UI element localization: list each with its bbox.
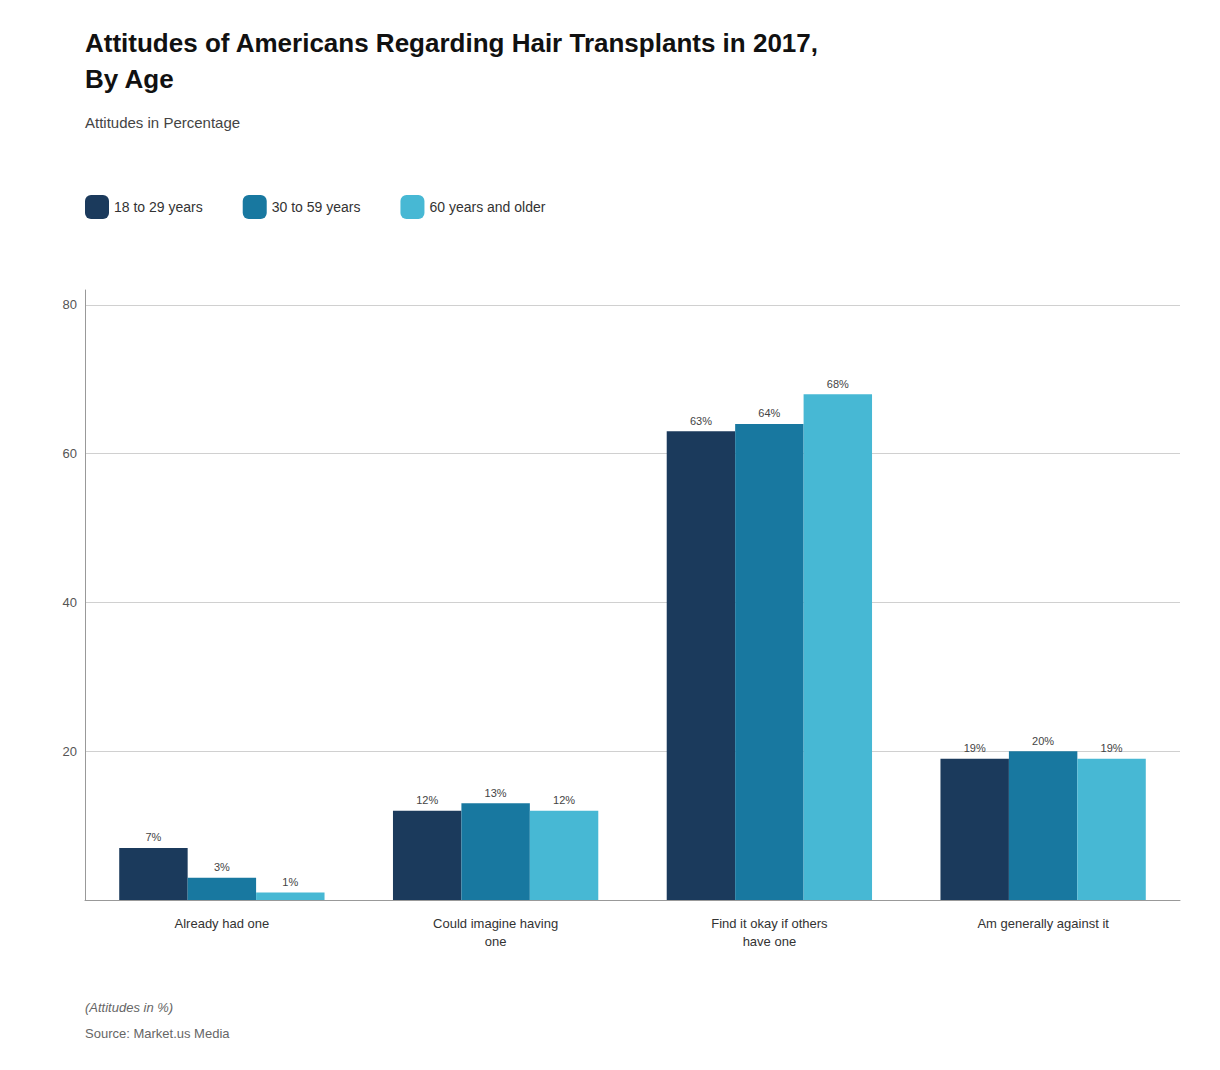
svg-text:have one: have one bbox=[743, 934, 797, 949]
svg-text:60 years and older: 60 years and older bbox=[429, 199, 545, 215]
svg-text:Could imagine having: Could imagine having bbox=[433, 916, 558, 931]
svg-text:68%: 68% bbox=[827, 378, 849, 390]
svg-text:19%: 19% bbox=[964, 742, 986, 754]
svg-text:By Age: By Age bbox=[85, 64, 174, 94]
svg-text:60: 60 bbox=[63, 446, 77, 461]
svg-text:Source: Market.us Media: Source: Market.us Media bbox=[85, 1026, 230, 1041]
svg-text:12%: 12% bbox=[416, 794, 438, 806]
svg-text:Attitudes of Americans Regardi: Attitudes of Americans Regarding Hair Tr… bbox=[85, 28, 818, 58]
svg-text:63%: 63% bbox=[690, 415, 712, 427]
svg-text:one: one bbox=[485, 934, 507, 949]
svg-text:7%: 7% bbox=[145, 831, 161, 843]
svg-text:Already had one: Already had one bbox=[175, 916, 270, 931]
svg-text:13%: 13% bbox=[485, 787, 507, 799]
svg-text:20: 20 bbox=[63, 744, 77, 759]
svg-text:18 to 29 years: 18 to 29 years bbox=[114, 199, 203, 215]
svg-text:Find it okay if others: Find it okay if others bbox=[711, 916, 828, 931]
svg-text:3%: 3% bbox=[214, 861, 230, 873]
svg-text:20%: 20% bbox=[1032, 735, 1054, 747]
svg-text:80: 80 bbox=[63, 297, 77, 312]
svg-text:12%: 12% bbox=[553, 794, 575, 806]
svg-text:1%: 1% bbox=[282, 876, 298, 888]
svg-text:Am generally against it: Am generally against it bbox=[977, 916, 1109, 931]
svg-text:64%: 64% bbox=[758, 407, 780, 419]
svg-text:40: 40 bbox=[63, 595, 77, 610]
svg-text:(Attitudes in %): (Attitudes in %) bbox=[85, 1000, 173, 1015]
svg-text:Attitudes in Percentage: Attitudes in Percentage bbox=[85, 114, 240, 131]
svg-text:30 to 59 years: 30 to 59 years bbox=[272, 199, 361, 215]
svg-text:19%: 19% bbox=[1101, 742, 1123, 754]
